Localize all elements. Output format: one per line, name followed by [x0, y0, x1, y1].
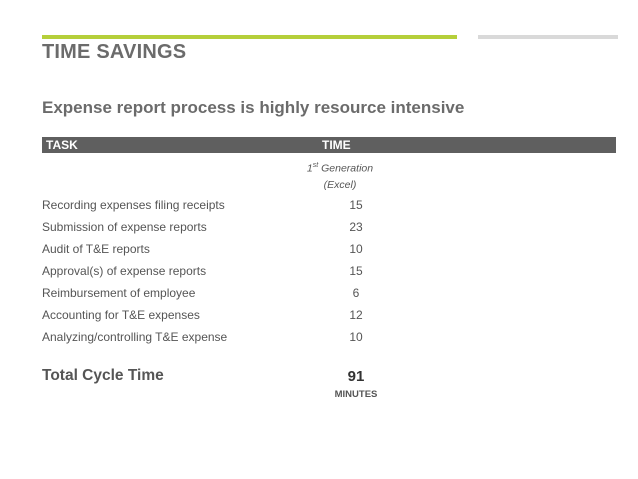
task-label: Analyzing/controlling T&E expense: [42, 330, 228, 344]
task-time: 15: [349, 198, 363, 212]
total-cycle-time-unit: MINUTES: [334, 389, 378, 400]
task-time: 6: [352, 286, 360, 300]
total-cycle-time-value: 91: [347, 368, 365, 385]
task-time: 15: [349, 264, 363, 278]
column-header-time: TIME: [322, 138, 351, 152]
generation-suffix: st: [312, 162, 319, 169]
table-row: Reimbursement of employee 6: [42, 284, 442, 306]
table-row: Accounting for T&E expenses 12: [42, 306, 442, 328]
task-label: Submission of expense reports: [42, 220, 207, 234]
accent-bar-green: [42, 35, 457, 39]
table-row: Recording expenses filing receipts 15: [42, 196, 442, 218]
accent-bar-gray: [478, 35, 618, 39]
generation-number: 1: [306, 162, 313, 175]
generation-sub: (Excel): [323, 178, 357, 191]
table-row: Audit of T&E reports 10: [42, 240, 442, 262]
task-label: Audit of T&E reports: [42, 242, 150, 256]
task-label: Accounting for T&E expenses: [42, 308, 200, 322]
task-time: 10: [349, 242, 363, 256]
generation-text: Generation: [321, 162, 374, 175]
page-subtitle: Expense report process is highly resourc…: [42, 98, 465, 117]
total-cycle-time-label: Total Cycle Time: [42, 367, 164, 384]
task-time: 10: [349, 330, 363, 344]
table-row: Approval(s) of expense reports 15: [42, 262, 442, 284]
page-title: TIME SAVINGS: [42, 41, 187, 63]
generation-label: 1st Generation (Excel): [290, 158, 390, 193]
task-label: Approval(s) of expense reports: [42, 264, 207, 278]
table-row: Submission of expense reports 23: [42, 218, 442, 240]
task-time: 23: [349, 220, 363, 234]
task-label: Reimbursement of employee: [42, 286, 196, 300]
table-row: Analyzing/controlling T&E expense 10: [42, 328, 442, 350]
column-header-task: TASK: [46, 138, 78, 152]
table-header: TASK TIME: [42, 137, 616, 153]
task-time: 12: [349, 308, 363, 322]
task-list: Recording expenses filing receipts 15 Su…: [42, 196, 442, 350]
task-label: Recording expenses filing receipts: [42, 198, 225, 212]
